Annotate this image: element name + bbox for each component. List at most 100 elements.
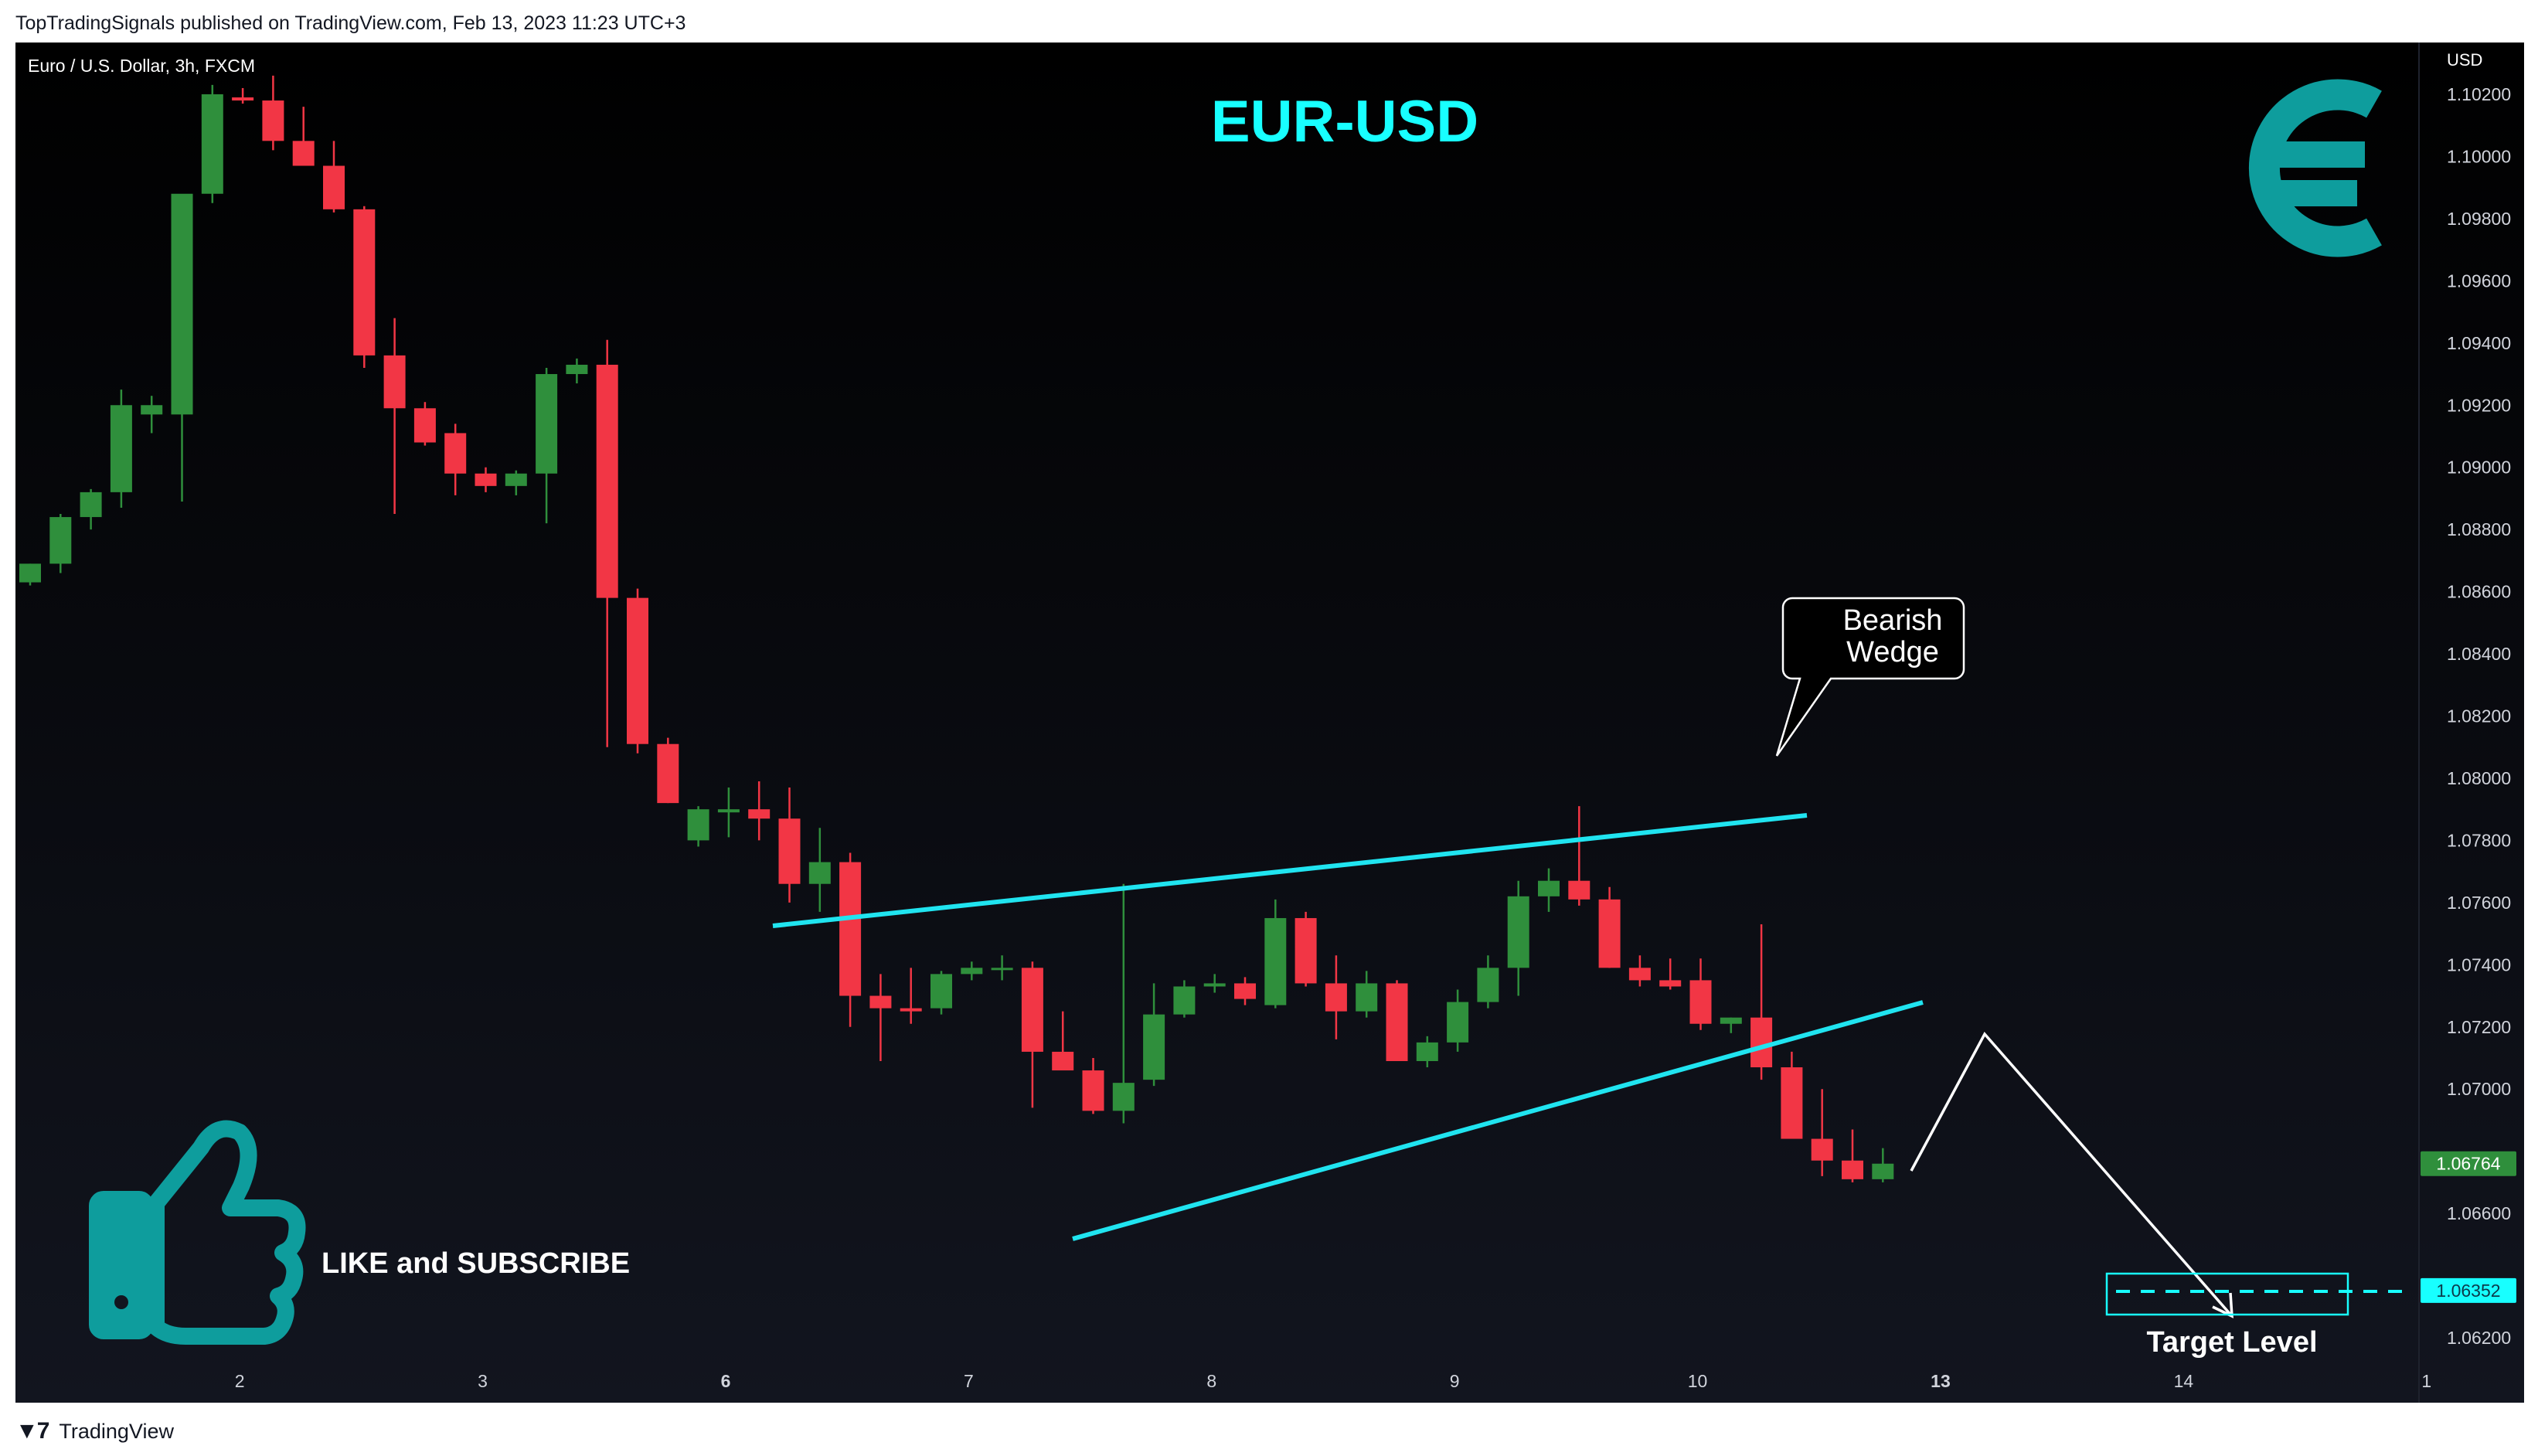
candle-body[interactable] [627,597,648,744]
candle-body[interactable] [657,743,679,804]
candle-body[interactable] [900,1008,922,1012]
candlestick-chart[interactable]: Bearish Wedge Target Level EUR-USD Euro … [15,43,2524,1403]
target-zone[interactable] [2105,1272,2349,1316]
candle-body[interactable] [869,995,892,1009]
chart-title: EUR-USD [1211,89,1478,155]
candle-body[interactable] [1264,917,1287,1005]
candle-body[interactable] [292,141,315,166]
candle-body[interactable] [778,818,801,884]
candle-body[interactable] [1477,968,1499,1002]
candle-body[interactable] [1325,983,1347,1012]
candle-body[interactable] [748,809,771,819]
candle-body[interactable] [323,165,345,209]
candle-body[interactable] [475,473,497,486]
y-tick-label: 1.06200 [2447,1328,2511,1348]
y-tick-label: 1.09600 [2447,270,2511,291]
y-tick-label: 1.08400 [2447,644,2511,664]
x-tick-label: 8 [1206,1371,1216,1391]
candle-body[interactable] [1386,983,1408,1061]
chart-panel[interactable]: Bearish Wedge Target Level EUR-USD Euro … [15,43,2524,1403]
y-tick-label: 1.09200 [2447,395,2511,415]
candle-body[interactable] [596,364,618,598]
candle-body[interactable] [991,968,1013,971]
cta-text: LIKE and SUBSCRIBE [322,1247,630,1280]
candle-body[interactable] [1416,1042,1438,1061]
candle-body[interactable] [687,809,709,841]
candle-body[interactable] [1507,896,1529,968]
candles-layer [19,75,1894,1182]
candle-body[interactable] [110,405,132,492]
target-price-badge[interactable] [2421,1277,2516,1303]
candle-body[interactable] [1568,880,1591,900]
candle-body[interactable] [201,94,223,194]
projection-arrowhead [2212,1292,2234,1318]
thumbs-up-icon [89,1120,306,1345]
brand-name[interactable]: TradingView [59,1419,174,1443]
candle-body[interactable] [1295,917,1317,984]
candle-body[interactable] [1356,983,1378,1012]
candle-body[interactable] [413,408,436,443]
candle-body[interactable] [1021,968,1043,1052]
wedge-lower-line[interactable] [1072,1000,1924,1241]
x-tick-label: 3 [478,1371,488,1391]
candle-body[interactable] [536,374,558,474]
candle-body[interactable] [1781,1067,1803,1139]
projection-arrow [1910,1031,2234,1318]
candle-body[interactable] [808,862,831,884]
candle-body[interactable] [171,193,193,415]
bearish-wedge-callout[interactable] [1775,597,1965,757]
candle-body[interactable] [1872,1163,1894,1179]
candle-body[interactable] [566,364,588,375]
candle-body[interactable] [232,97,254,101]
candle-body[interactable] [1447,1002,1469,1043]
y-tick-label: 1.09000 [2447,458,2511,478]
candle-body[interactable] [1173,986,1196,1015]
y-tick-label: 1.07800 [2447,830,2511,850]
candle-body[interactable] [49,517,72,564]
symbol-legend[interactable]: Euro / U.S. Dollar, 3h, FXCM [28,56,255,76]
wedge-upper-line[interactable] [772,813,1808,928]
candle-body[interactable] [1842,1160,1863,1179]
candle-body[interactable] [353,209,376,355]
x-tick-label: 10 [1688,1371,1708,1391]
y-tick-label: 1.06600 [2447,1203,2511,1223]
candle-body[interactable] [262,100,284,141]
y-tick-label: 1.08600 [2447,582,2511,602]
candle-body[interactable] [444,433,467,474]
currency-label[interactable]: USD [2447,50,2482,70]
candle-body[interactable] [1082,1070,1104,1111]
candle-body[interactable] [1234,983,1256,999]
last-price-badge[interactable] [2421,1151,2516,1176]
y-tick-label: 1.09400 [2447,333,2511,353]
target-level-label: Target Level [2146,1326,2317,1359]
candle-body[interactable] [1689,980,1712,1024]
candle-body[interactable] [383,355,406,409]
callout-text-line2: Wedge [1846,636,1939,668]
candle-body[interactable] [505,473,527,486]
candle-body[interactable] [19,563,41,583]
candle-body[interactable] [1538,880,1560,896]
candle-body[interactable] [1143,1014,1165,1080]
candle-body[interactable] [141,405,163,415]
candle-body[interactable] [961,968,983,975]
y-tick-label: 1.07400 [2447,954,2511,975]
y-tick-label: 1.08200 [2447,706,2511,726]
candle-body[interactable] [1628,968,1651,981]
publish-info: TopTradingSignals published on TradingVi… [15,12,686,34]
candle-body[interactable] [839,862,862,996]
y-tick-label: 1.10000 [2447,146,2511,166]
candle-body[interactable] [1659,980,1682,987]
candle-body[interactable] [1750,1017,1773,1068]
candle-body[interactable] [930,974,952,1009]
candle-body[interactable] [1052,1051,1074,1071]
candle-body[interactable] [80,492,102,518]
candle-body[interactable] [1598,899,1621,968]
tradingview-logo-icon[interactable]: ▼7 [15,1418,49,1444]
x-tick-label: 2 [235,1371,245,1391]
candle-body[interactable] [717,809,740,813]
candle-body[interactable] [1203,983,1226,987]
candle-body[interactable] [1811,1138,1833,1161]
last-price-value: 1.06764 [2436,1154,2500,1174]
candle-body[interactable] [1720,1017,1742,1024]
candle-body[interactable] [1112,1083,1135,1111]
